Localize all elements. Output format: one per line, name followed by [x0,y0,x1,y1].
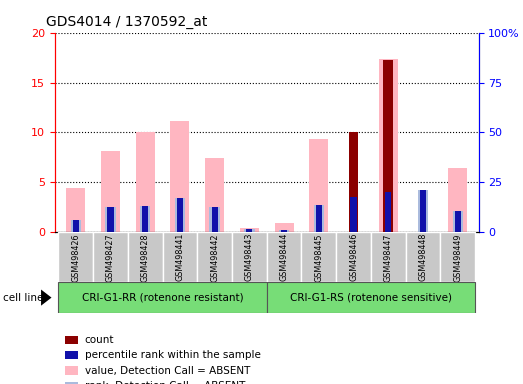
Text: GDS4014 / 1370592_at: GDS4014 / 1370592_at [47,15,208,29]
Bar [316,205,322,232]
Bar [232,232,267,282]
Bar [71,220,81,232]
Bar [281,230,287,232]
Text: CRI-G1-RR (rotenone resistant): CRI-G1-RR (rotenone resistant) [82,293,243,303]
Bar [73,220,79,232]
Bar [59,282,267,313]
Text: percentile rank within the sample: percentile rank within the sample [85,350,260,360]
Text: GSM498426: GSM498426 [71,233,80,281]
Bar [209,207,220,232]
Bar [383,60,393,232]
Bar [101,151,120,232]
Bar [267,282,475,313]
Bar [309,139,328,232]
Bar [267,232,301,282]
Bar [301,232,336,282]
Bar [170,121,189,232]
Bar [163,232,197,282]
Text: GSM498441: GSM498441 [175,233,185,281]
Bar [59,232,93,282]
Bar [105,207,116,232]
Bar [205,159,224,232]
Bar [279,230,289,232]
Bar [66,189,85,232]
Bar [420,190,426,232]
Bar [314,205,324,232]
Polygon shape [41,290,51,306]
Bar [275,223,293,232]
Bar [197,232,232,282]
Bar [440,232,475,282]
Bar [140,206,151,232]
Bar [454,211,461,232]
Bar [385,192,391,232]
Text: rank, Detection Call = ABSENT: rank, Detection Call = ABSENT [85,381,245,384]
Text: GSM498447: GSM498447 [384,233,393,281]
Text: GSM498442: GSM498442 [210,233,219,281]
Text: GSM498445: GSM498445 [314,233,323,281]
Bar [448,169,467,232]
Text: value, Detection Call = ABSENT: value, Detection Call = ABSENT [85,366,250,376]
Text: GSM498443: GSM498443 [245,233,254,281]
Text: cell line: cell line [3,293,43,303]
Bar [177,199,183,232]
Bar [128,232,163,282]
Bar [379,59,398,232]
Bar [406,232,440,282]
Bar [336,232,371,282]
Bar [93,232,128,282]
Bar [107,207,113,232]
Bar [452,211,463,232]
Bar [246,229,253,232]
Text: GSM498446: GSM498446 [349,233,358,281]
Text: GSM498427: GSM498427 [106,233,115,281]
Text: count: count [85,335,114,345]
Bar [142,206,149,232]
Bar [211,207,218,232]
Text: GSM498448: GSM498448 [418,233,427,281]
Bar [350,197,357,232]
Text: GSM498444: GSM498444 [280,233,289,281]
Bar [240,228,259,232]
Bar [371,232,406,282]
Bar [175,199,185,232]
Text: GSM498428: GSM498428 [141,233,150,281]
Bar [135,132,155,232]
Bar [418,190,428,232]
Text: GSM498449: GSM498449 [453,233,462,281]
Bar [244,229,255,232]
Text: CRI-G1-RS (rotenone sensitive): CRI-G1-RS (rotenone sensitive) [290,293,452,303]
Bar [349,132,358,232]
